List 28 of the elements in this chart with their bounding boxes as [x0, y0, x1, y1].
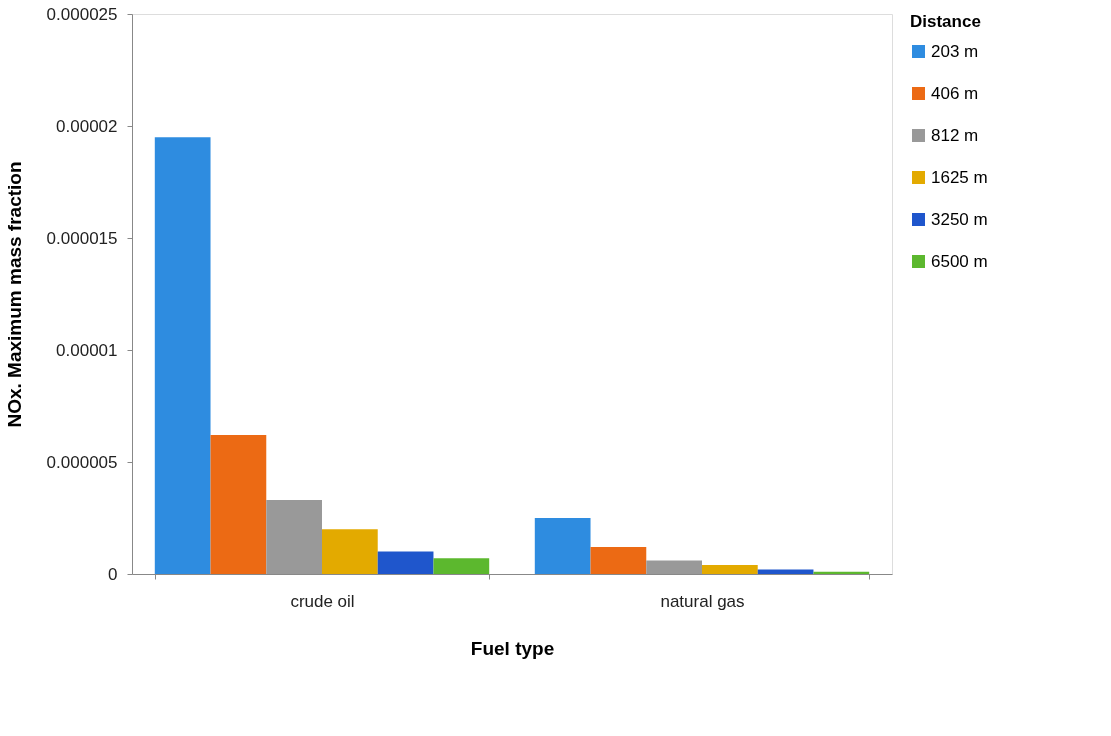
bar	[154, 137, 211, 574]
y-tick-label: 0.00002	[56, 116, 118, 136]
y-tick-label: 0	[108, 564, 118, 584]
bar	[534, 518, 591, 574]
y-tick-label: 0.000025	[46, 4, 118, 24]
bar	[377, 551, 434, 574]
x-tick-label: natural gas	[660, 591, 745, 611]
legend-title: Distance	[910, 12, 981, 31]
legend-label: 203 m	[931, 41, 979, 61]
bar	[646, 560, 702, 574]
x-tick-label: crude oil	[290, 591, 355, 611]
y-tick-label: 0.000015	[46, 228, 118, 248]
y-axis-title: NOx. Maximum mass fraction	[3, 161, 25, 428]
bar	[210, 435, 267, 574]
legend-label: 3250 m	[931, 209, 988, 229]
legend-label: 406 m	[931, 83, 979, 103]
bar	[813, 571, 870, 574]
legend-label: 6500 m	[931, 251, 988, 271]
bar	[702, 565, 758, 574]
bar	[433, 558, 490, 574]
x-axis-title: Fuel type	[470, 637, 555, 659]
y-tick-label: 0.00001	[56, 340, 118, 360]
bar	[590, 547, 647, 574]
y-tick-label: 0.000005	[46, 452, 118, 472]
bar	[266, 500, 322, 574]
bar	[322, 529, 378, 574]
legend-label: 812 m	[931, 125, 979, 145]
legend-label: 1625 m	[931, 167, 988, 187]
